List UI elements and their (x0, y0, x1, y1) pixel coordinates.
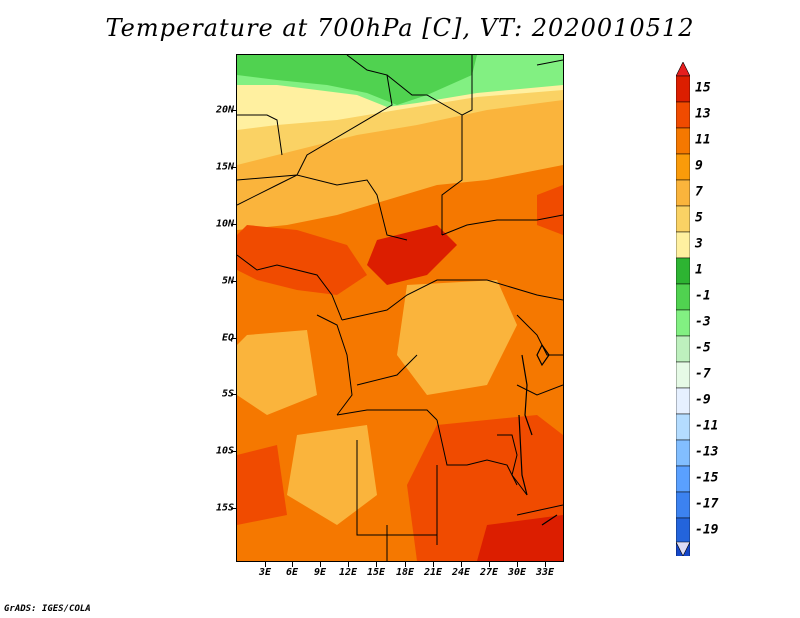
colorbar-bottom-arrow (676, 541, 690, 556)
colorbar-label-9: 9 (695, 158, 703, 174)
colorbar-label-7: 7 (695, 184, 703, 200)
colorbar-segment (676, 491, 690, 519)
y-axis-label-10s: 10S (215, 445, 234, 457)
x-axis-label-27e: 27E (479, 567, 499, 578)
colorbar-segment (676, 283, 690, 311)
colorbar-label-5: 5 (695, 210, 703, 226)
y-axis-label-eq: EQ (221, 332, 234, 344)
x-axis-label-6e: 6E (285, 567, 299, 578)
y-axis-label-5s: 5S (221, 388, 234, 400)
y-tick (231, 338, 236, 339)
x-tick (517, 562, 518, 567)
colorbar-segment (676, 205, 690, 233)
grads-credit: GrADS: IGES/COLA (4, 604, 91, 614)
map-title: Temperature at 700hPa [C], VT: 202001051… (105, 14, 695, 42)
colorbar-label-neg9: -9 (695, 392, 711, 408)
colorbar-segment (676, 361, 690, 389)
colorbar-segment (676, 153, 690, 181)
x-axis-label-24e: 24E (451, 567, 471, 578)
colorbar-segment (676, 179, 690, 207)
colorbar-segment (676, 257, 690, 285)
colorbar-segment (676, 231, 690, 259)
y-axis-label-15n: 15N (215, 161, 234, 173)
colorbar-label-neg15: -15 (695, 470, 719, 486)
colorbar-label-1: 1 (695, 262, 703, 278)
field-red-deep-south (477, 515, 563, 561)
y-axis-label-15s: 15S (215, 502, 234, 514)
x-tick (489, 562, 490, 567)
y-tick (231, 281, 236, 282)
colorbar-label-3: 3 (695, 236, 703, 252)
x-tick (433, 562, 434, 567)
x-tick (348, 562, 349, 567)
colorbar-label-neg3: -3 (695, 314, 711, 330)
x-tick (545, 562, 546, 567)
temperature-field (237, 55, 563, 561)
y-tick (231, 110, 236, 111)
colorbar-label-11: 11 (695, 132, 711, 148)
colorbar-label-neg7: -7 (695, 366, 711, 382)
field-red-center (367, 225, 457, 285)
y-axis-label-5n: 5N (221, 275, 234, 287)
temperature-map (236, 54, 564, 562)
field-light-patch-west (237, 330, 317, 415)
x-tick (265, 562, 266, 567)
x-axis-label-33e: 33E (535, 567, 555, 578)
x-tick (320, 562, 321, 567)
field-red-southwest (237, 445, 287, 525)
lake-outlines (518, 343, 558, 526)
colorbar-top-arrow (676, 62, 690, 77)
colorbar-segment (676, 101, 690, 129)
x-tick (292, 562, 293, 567)
y-tick (231, 451, 236, 452)
x-axis-label-30e: 30E (507, 567, 527, 578)
colorbar-segment (676, 517, 690, 545)
colorbar-label-neg17: -17 (695, 496, 719, 512)
x-axis-label-12e: 12E (338, 567, 358, 578)
colorbar-label-neg11: -11 (695, 418, 719, 434)
colorbar-segment (676, 413, 690, 441)
colorbar-label-neg13: -13 (695, 444, 719, 460)
x-tick (376, 562, 377, 567)
x-axis-label-21e: 21E (423, 567, 443, 578)
colorbar-segment (676, 335, 690, 363)
y-axis-label-10n: 10N (215, 218, 234, 230)
field-band-green-dark (237, 55, 477, 105)
colorbar-segment (676, 309, 690, 337)
x-axis-label-9e: 9E (313, 567, 327, 578)
y-tick (231, 167, 236, 168)
x-axis-label-15e: 15E (366, 567, 386, 578)
colorbar-segments (676, 62, 690, 556)
colorbar-segment (676, 465, 690, 493)
field-light-patch-center (397, 280, 517, 395)
field-red-west (237, 225, 367, 295)
y-tick (231, 508, 236, 509)
colorbar-label-neg1: -1 (695, 288, 711, 304)
border-lines (237, 55, 563, 561)
colorbar-segment (676, 439, 690, 467)
x-tick (461, 562, 462, 567)
x-axis-label-18e: 18E (395, 567, 415, 578)
y-tick (231, 394, 236, 395)
colorbar-label-neg5: -5 (695, 340, 711, 356)
x-axis-label-3e: 3E (258, 567, 272, 578)
field-light-patch-south (287, 425, 377, 525)
colorbar-label-15: 15 (695, 80, 711, 96)
y-axis-label-20n: 20N (215, 104, 234, 116)
colorbar-segment (676, 387, 690, 415)
colorbar-label-13: 13 (695, 106, 711, 122)
colorbar-segment (676, 75, 690, 103)
colorbar (676, 62, 690, 556)
field-red-east (537, 185, 563, 235)
colorbar-label-neg19: -19 (695, 522, 719, 538)
x-tick (405, 562, 406, 567)
y-tick (231, 224, 236, 225)
colorbar-segment (676, 127, 690, 155)
